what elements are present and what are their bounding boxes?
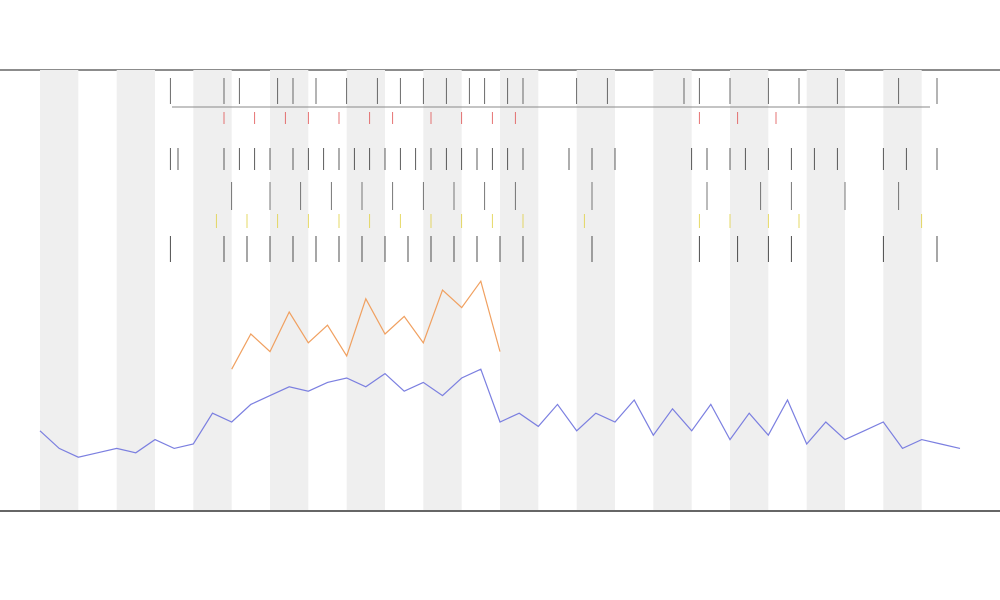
night-band xyxy=(346,70,385,510)
series-line xyxy=(231,279,501,370)
night-band xyxy=(653,70,692,510)
night-band xyxy=(116,70,155,510)
night-band xyxy=(576,70,615,510)
night-band xyxy=(270,70,309,510)
night-band xyxy=(500,70,539,510)
night-band xyxy=(193,70,232,510)
night-band xyxy=(883,70,922,510)
night-band xyxy=(730,70,769,510)
night-band xyxy=(806,70,845,510)
bands xyxy=(40,70,922,510)
series-line xyxy=(39,368,961,458)
night-band xyxy=(40,70,79,510)
